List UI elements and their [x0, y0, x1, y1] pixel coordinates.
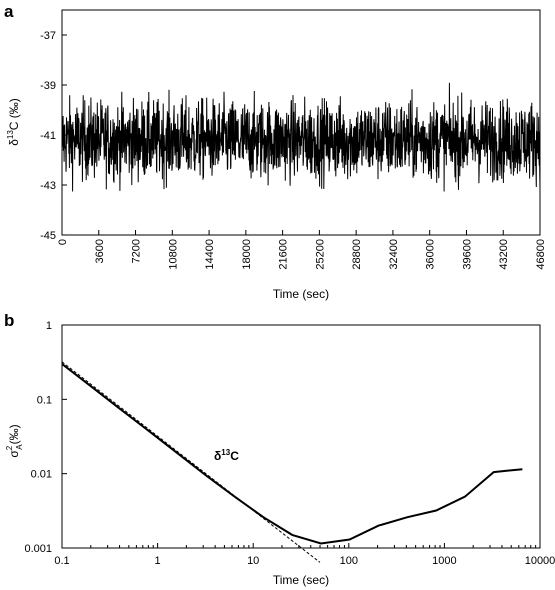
- panel-a-x-tick-label: 46800: [535, 239, 547, 270]
- panel-b-y-tick-label: 1: [46, 320, 52, 332]
- panel-a-x-tick-label: 25200: [314, 239, 326, 270]
- panel-a-y-label-rest: C (‰): [7, 98, 21, 130]
- panel-b-x-tick-label: 1000: [432, 555, 456, 567]
- panel-a-y-tick-label: -39: [40, 80, 56, 92]
- panel-a-x-tick-label: 32400: [388, 239, 400, 270]
- panel-a-x-tick-label: 14400: [204, 239, 216, 270]
- panel-b-x-axis: 0.1 1 10 100 1000 10000: [54, 543, 555, 567]
- panel-a-x-label: Time (sec): [273, 287, 329, 301]
- panel-a-x-tick-label: 0: [57, 239, 69, 245]
- panel-b-y-tick-label: 0.1: [37, 394, 52, 406]
- panel-b-series-label: δ13C: [214, 448, 239, 463]
- panel-a-x-tick-label: 43200: [498, 239, 510, 270]
- panel-b-x-label: Time (sec): [273, 573, 329, 587]
- panel-a-x-axis: 0 3600 7200 10800 14400 18000 21600 25200 28800 3…: [57, 230, 547, 270]
- panel-a-y-label-main: δ: [7, 139, 21, 146]
- panel-b-plot-frame: [61, 324, 541, 549]
- panel-a-y-label: δ13C (‰): [6, 98, 21, 146]
- panel-b-y-label-rest: (‰): [7, 424, 21, 444]
- panel-a-letter: a: [4, 2, 14, 21]
- panel-a-y-tick-label: -43: [40, 180, 56, 192]
- panel-a-x-tick-label: 21600: [278, 239, 290, 270]
- panel-a-x-tick-label: 3600: [94, 239, 106, 263]
- panel-a-y-tick-label: -45: [40, 230, 56, 242]
- svg-text:δ13C (‰): δ13C (‰): [6, 98, 21, 146]
- panel-a-y-axis: -37 -39 -41 -43 -45: [40, 30, 67, 242]
- panel-a-x-tick-label: 28800: [351, 239, 363, 270]
- panel-a-x-tick-label: 39600: [461, 239, 473, 270]
- panel-b-series-line: [61, 363, 523, 545]
- panel-b: b 10.10.010.001 0.1 1 10 100 1000 10000 δ13C …: [4, 311, 555, 587]
- panel-b-y-axis: 1 0.1 0.01 0.001: [24, 320, 67, 555]
- panel-b-x-tick-label: 10: [247, 555, 259, 567]
- panel-b-x-tick-label: 1: [155, 555, 161, 567]
- panel-a-x-tick-label: 10800: [167, 239, 179, 270]
- panel-b-series-label-main: δ: [214, 449, 221, 463]
- panel-b-y-tick-label: 0.01: [31, 469, 52, 481]
- panel-b-series-label-rest: C: [230, 449, 239, 463]
- panel-a-y-tick-label: -37: [40, 30, 56, 42]
- panel-b-letter: b: [4, 311, 14, 330]
- panel-b-series-label-sup: 13: [221, 448, 230, 457]
- panel-a-x-tick-label: 18000: [241, 239, 253, 270]
- panel-b-y-label-sub: A: [15, 444, 24, 450]
- panel-b-y-label-sup: 2: [5, 445, 14, 450]
- panel-a-y-tick-label: -41: [40, 130, 56, 142]
- panel-a-x-tick-label: 36000: [425, 239, 437, 270]
- panel-b-y-tick-label: 0.001: [24, 543, 52, 555]
- panel-a-y-label-sup: 13: [6, 130, 15, 139]
- panel-b-dashed-fit-line: [61, 361, 321, 563]
- panel-a-x-tick-label: 7200: [131, 239, 143, 263]
- panel-a: a -37 -39 -41 -43 -45 0 3600 7200 10800 14400 180…: [4, 2, 547, 301]
- svg-text:σ2A(‰): σ2A(‰): [5, 424, 24, 457]
- panel-b-x-tick-label: 10000: [525, 555, 555, 567]
- panel-b-y-label: σ2A(‰): [5, 424, 24, 457]
- panel-a-series-line: [61, 82, 541, 192]
- panel-b-y-label-main: σ: [7, 450, 21, 458]
- panel-b-x-tick-label: 100: [340, 555, 358, 567]
- panel-b-x-tick-label: 0.1: [54, 555, 69, 567]
